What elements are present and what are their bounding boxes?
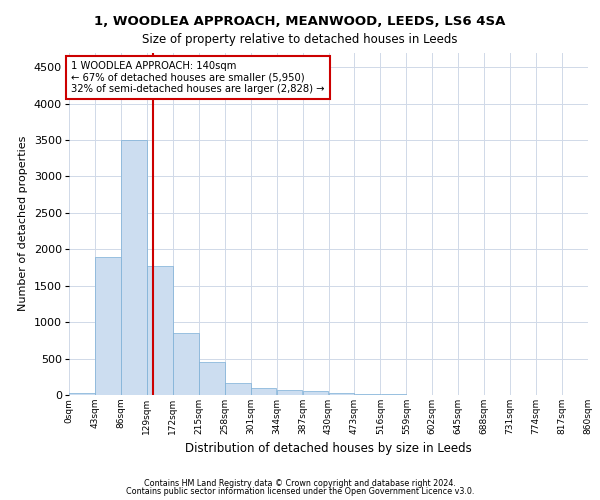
Bar [380, 394, 406, 395]
Text: Contains public sector information licensed under the Open Government Licence v3: Contains public sector information licen… [126, 487, 474, 496]
Bar [147, 266, 173, 395]
Bar [355, 394, 380, 395]
Bar [173, 333, 199, 395]
Bar [69, 393, 95, 395]
Text: 1, WOODLEA APPROACH, MEANWOOD, LEEDS, LS6 4SA: 1, WOODLEA APPROACH, MEANWOOD, LEEDS, LS… [94, 15, 506, 28]
Bar [302, 390, 328, 395]
Y-axis label: Number of detached properties: Number of detached properties [19, 136, 28, 312]
Text: Size of property relative to detached houses in Leeds: Size of property relative to detached ho… [142, 32, 458, 46]
Bar [277, 390, 302, 395]
Bar [225, 384, 251, 395]
Bar [251, 388, 277, 395]
Bar [199, 362, 224, 395]
Bar [121, 140, 147, 395]
X-axis label: Distribution of detached houses by size in Leeds: Distribution of detached houses by size … [185, 442, 472, 456]
Text: 1 WOODLEA APPROACH: 140sqm
← 67% of detached houses are smaller (5,950)
32% of s: 1 WOODLEA APPROACH: 140sqm ← 67% of deta… [71, 61, 325, 94]
Text: Contains HM Land Registry data © Crown copyright and database right 2024.: Contains HM Land Registry data © Crown c… [144, 478, 456, 488]
Bar [95, 256, 121, 395]
Bar [329, 393, 355, 395]
